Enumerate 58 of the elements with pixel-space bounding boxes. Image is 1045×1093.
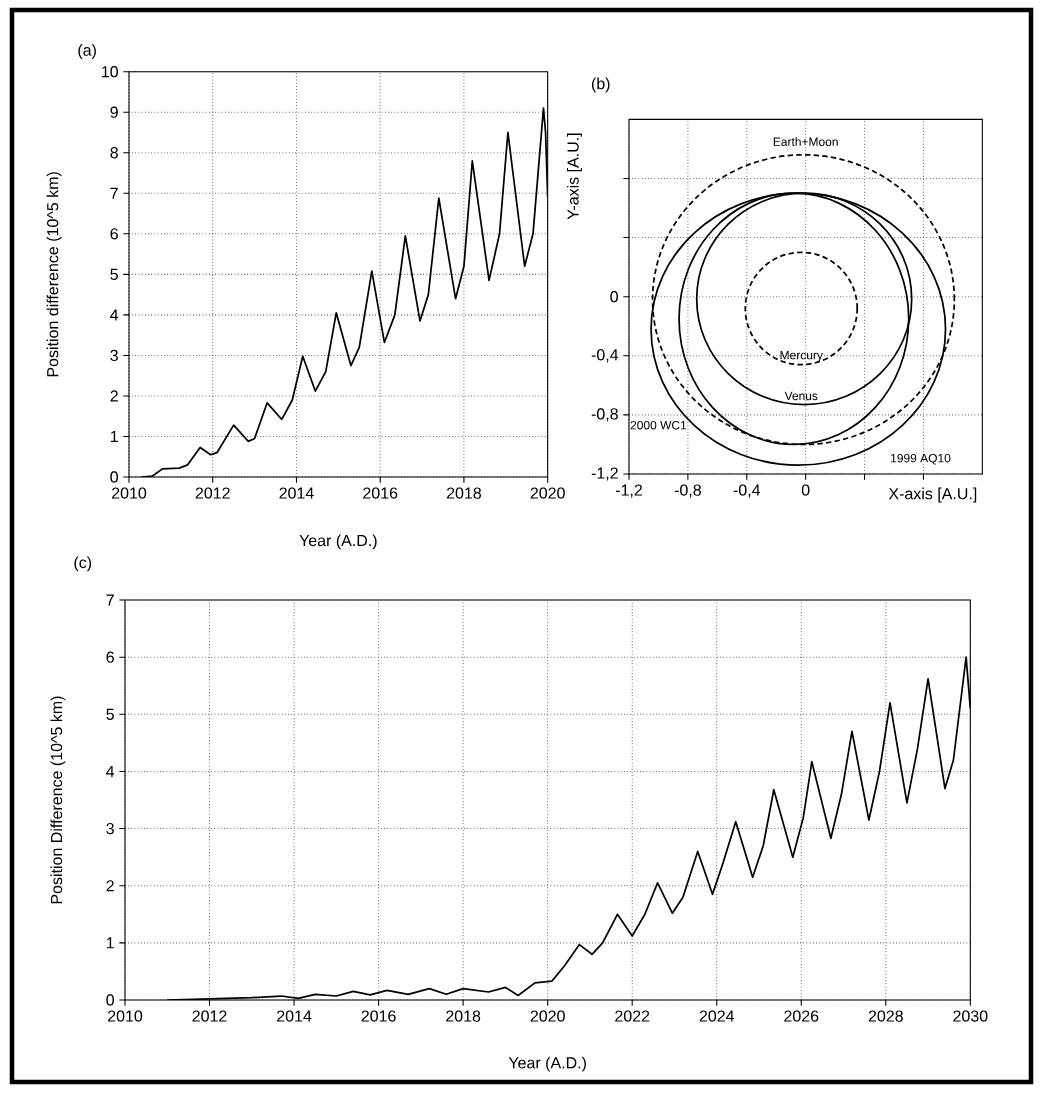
x-tick-label: 2030 bbox=[953, 1010, 988, 1022]
annotation: 2000 WC1 bbox=[630, 420, 687, 430]
annotation: 1999 AQ10 bbox=[891, 453, 951, 465]
x-tick-label: 2012 bbox=[192, 1010, 227, 1022]
y-tick-label: 7 bbox=[106, 594, 114, 606]
chart-title: (a) bbox=[78, 44, 96, 59]
x-tick-label: -1,2 bbox=[615, 484, 642, 498]
y-tick-label: -0,8 bbox=[591, 408, 618, 422]
y-tick-label: -1,2 bbox=[591, 467, 618, 481]
y-tick-label: 8 bbox=[110, 147, 118, 159]
x-tick-label: 2014 bbox=[279, 487, 314, 499]
x-tick-label: 2016 bbox=[363, 487, 398, 499]
y-tick-label: 0 bbox=[106, 994, 114, 1006]
y-tick-label: 3 bbox=[106, 822, 114, 835]
x-tick-label: 0 bbox=[801, 484, 810, 496]
x-tick-label: 2016 bbox=[361, 1010, 396, 1022]
x-tick-label: 2026 bbox=[784, 1010, 819, 1022]
y-tick-label: 1 bbox=[110, 430, 118, 442]
x-tick-label: 2018 bbox=[446, 1010, 481, 1022]
x-tick-label: 2010 bbox=[108, 1010, 143, 1022]
annotation: Earth+Moon bbox=[773, 137, 838, 146]
y-tick-label: 0 bbox=[610, 291, 618, 303]
x-tick-label: 2014 bbox=[277, 1010, 312, 1022]
x-tick-label: 2020 bbox=[530, 487, 565, 499]
y-tick-label: 4 bbox=[106, 765, 115, 777]
y-tick-label: 2 bbox=[110, 390, 118, 402]
y-tick-label: 4 bbox=[110, 309, 119, 321]
y-tick-label: 0 bbox=[110, 471, 118, 483]
y-tick-label: 9 bbox=[110, 106, 118, 118]
annotation: Venus bbox=[784, 391, 818, 401]
y-tick-label: 1 bbox=[106, 937, 114, 949]
x-tick-label: 2020 bbox=[530, 1010, 565, 1022]
x-tick-label: 2024 bbox=[699, 1010, 735, 1022]
y-tick-label: 2 bbox=[106, 880, 114, 892]
y-tick-label: -0,4 bbox=[591, 349, 619, 363]
x-tick-label: 2012 bbox=[195, 487, 230, 499]
x-tick-label: 2010 bbox=[112, 487, 147, 499]
chart-title: (c) bbox=[74, 556, 92, 572]
x-tick-label: -0,4 bbox=[733, 484, 761, 498]
x-tick-label: -0,8 bbox=[674, 484, 701, 498]
x-tick-label: 2022 bbox=[615, 1010, 650, 1022]
x-axis-title: Year (A.D.) bbox=[299, 534, 377, 550]
annotation: Mercury bbox=[780, 350, 823, 362]
y-tick-label: 3 bbox=[110, 349, 118, 362]
y-tick-label: 7 bbox=[110, 187, 118, 199]
y-tick-label: 5 bbox=[106, 708, 114, 720]
y-axis-title: Position difference (10^5 km) bbox=[46, 172, 62, 377]
y-tick-label: 5 bbox=[110, 268, 118, 280]
y-axis-title: Position Difference (10^5 km) bbox=[50, 696, 66, 904]
x-tick-label: 2028 bbox=[868, 1010, 903, 1022]
x-tick-label: 2018 bbox=[446, 487, 482, 499]
y-tick-label: 10 bbox=[102, 66, 118, 78]
x-axis-title: Year (A.D.) bbox=[508, 1056, 586, 1072]
y-tick-label: 6 bbox=[110, 228, 118, 240]
x-axis-title: X-axis [A.U.] bbox=[888, 487, 977, 503]
y-axis-title: Y-axis [A.U.] bbox=[566, 133, 582, 220]
y-tick-label: 6 bbox=[106, 651, 114, 663]
chart-title: (b) bbox=[591, 77, 610, 93]
